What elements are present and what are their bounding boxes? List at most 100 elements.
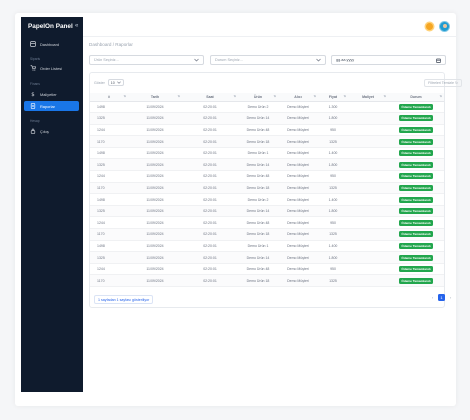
table-cell: Demo Ürün 1: [238, 147, 278, 160]
table-cell: [348, 251, 388, 264]
table-cell: 11/09/2024: [128, 216, 182, 230]
table-cell: 950: [318, 170, 348, 183]
table-row[interactable]: 1498 11/09/2024 02:20:01 Demo Ürün 1 Demo Mü…: [90, 240, 444, 253]
reports-table: # ⇅ Tarih ⇅ Saat ⇅ Ürün ⇅ Alıcı ⇅ Fiyat ⇅ Mali…: [90, 93, 444, 287]
table-cell: 02:20:01: [182, 228, 238, 241]
table-cell: Demo Müşteri: [278, 147, 318, 160]
topbar-actions: [426, 21, 450, 32]
table-cell: 11/09/2024: [128, 240, 182, 253]
chevron-down-icon: [116, 81, 121, 84]
sidebar-item-label: Çıkış: [40, 128, 49, 134]
sidebar-item-label: Maliyetler: [40, 91, 57, 97]
table-cell: 1170: [90, 182, 128, 195]
table-row[interactable]: 1498 11/09/2024 02:20:01 Demo Ürün 2 Demo Mü…: [90, 101, 444, 114]
table-row[interactable]: 1325 11/09/2024 02:20:01 Demo Ürün 14 Demo M…: [90, 205, 444, 218]
table-cell: Demo Ürün 18: [238, 274, 278, 287]
status-select[interactable]: Durum Seçiniz...: [210, 55, 326, 65]
table-cell: Demo Ürün 14: [238, 251, 278, 264]
user-avatar[interactable]: [439, 21, 450, 32]
table-cell: Demo Ürün 48: [238, 124, 278, 137]
cart-icon: [30, 65, 36, 71]
status-badge: Ödeme Tamamlandı: [399, 138, 433, 145]
next-page-button[interactable]: ›: [449, 295, 452, 300]
table-cell: Demo Müşteri: [278, 205, 318, 218]
date-input[interactable]: gg.aa.yyyy: [331, 55, 446, 65]
table-cell: 1325: [90, 251, 128, 264]
table-row[interactable]: 1244 11/09/2024 02:20:01 Demo Ürün 48 Demo M…: [90, 263, 444, 276]
table-cell: 11/09/2024: [128, 124, 182, 137]
table-cell: Ödeme Tamamlandı: [388, 193, 444, 206]
column-header[interactable]: # ⇅: [90, 93, 128, 102]
report-icon: [30, 103, 36, 109]
table-cell: 11/09/2024: [128, 274, 182, 287]
pagination-info: 1 sayfadan 1 sayfası gösteriliyor: [94, 295, 154, 304]
table-row[interactable]: 1325 11/09/2024 02:20:01 Demo Ürün 14 Demo M…: [90, 158, 444, 172]
table-row[interactable]: 1498 11/09/2024 02:20:01 Demo Ürün 1 Demo Mü…: [90, 147, 444, 160]
calendar-icon: [436, 58, 441, 63]
sort-icon: ⇅: [177, 94, 180, 98]
sidebar-item-label: Dashboard: [40, 41, 60, 47]
status-badge: Ödeme Tamamlandı: [399, 184, 433, 191]
table-cell: 1.400: [318, 240, 348, 253]
table-row[interactable]: 1325 11/09/2024 02:20:01 Demo Ürün 14 Demo M…: [90, 112, 444, 125]
page-size-value: 10: [110, 80, 115, 85]
table-cell: Demo Müşteri: [278, 263, 318, 276]
table-cell: Demo Müşteri: [278, 112, 318, 125]
table-cell: 11/09/2024: [128, 170, 182, 183]
table-cell: Ödeme Tamamlandı: [388, 112, 444, 125]
table-cell: 1325: [90, 158, 128, 172]
table-cell: Demo Müşteri: [278, 101, 318, 114]
sort-icon: ⇅: [233, 94, 236, 98]
column-header[interactable]: Tarih ⇅: [128, 93, 182, 102]
product-select[interactable]: Ürün Seçiniz...: [89, 55, 204, 65]
table-row[interactable]: 1244 11/09/2024 02:20:01 Demo Ürün 48 Demo M…: [90, 124, 444, 137]
page-size-select[interactable]: 10: [107, 79, 124, 86]
table-cell: Demo Ürün 18: [238, 228, 278, 241]
table-cell: Demo Ürün 2: [238, 193, 278, 206]
sidebar-item-label: Order Listesi: [40, 65, 63, 71]
sidebar-item-costs[interactable]: $ Maliyetler: [24, 89, 79, 99]
column-header[interactable]: Maliyet ⇅: [348, 93, 388, 102]
sidebar-item-logout[interactable]: Çıkış: [24, 126, 79, 136]
status-badge: Ödeme Tamamlandı: [399, 196, 433, 203]
prev-page-button[interactable]: ‹: [431, 295, 434, 300]
header-divider: [83, 36, 456, 37]
table-row[interactable]: 1170 11/09/2024 02:20:01 Demo Ürün 18 Demo M…: [90, 135, 444, 148]
column-header[interactable]: Durum ⇅: [388, 93, 444, 102]
status-badge: Ödeme Tamamlandı: [399, 115, 433, 122]
table-cell: 11/09/2024: [128, 158, 182, 172]
table-cell: Ödeme Tamamlandı: [388, 263, 444, 276]
theme-toggle-sun-icon[interactable]: [426, 23, 433, 30]
column-header[interactable]: Saat ⇅: [182, 93, 238, 102]
page-1-button[interactable]: 1: [438, 294, 445, 301]
table-cell: 1244: [90, 170, 128, 183]
table-row[interactable]: 1170 11/09/2024 02:20:01 Demo Ürün 18 Demo M…: [90, 274, 444, 287]
sidebar-item-dashboard[interactable]: Dashboard: [24, 39, 79, 49]
table-cell: 1170: [90, 135, 128, 148]
table-cell: 1325: [318, 182, 348, 195]
sidebar-item-reports[interactable]: Raporlar: [24, 101, 79, 111]
reset-filters-button[interactable]: Filtreleri Temizle ↻: [424, 79, 462, 87]
table-row[interactable]: 1170 11/09/2024 02:20:01 Demo Ürün 18 Demo M…: [90, 182, 444, 195]
table-row[interactable]: 1244 11/09/2024 02:20:01 Demo Ürün 48 Demo M…: [90, 216, 444, 230]
collapse-sidebar-icon[interactable]: «: [75, 23, 79, 29]
table-row[interactable]: 1498 11/09/2024 02:20:01 Demo Ürün 2 Demo Mü…: [90, 193, 444, 206]
sort-icon: ⇅: [343, 94, 346, 98]
table-cell: 1498: [90, 101, 128, 114]
table-row[interactable]: 1170 11/09/2024 02:20:01 Demo Ürün 18 Demo M…: [90, 228, 444, 241]
table-cell: [348, 147, 388, 160]
table-cell: [348, 263, 388, 276]
column-header[interactable]: Ürün ⇅: [238, 93, 278, 102]
table-cell: 02:20:01: [182, 251, 238, 264]
page-size-control: Göster 10: [94, 79, 124, 86]
sidebar-section-finans: Finans: [30, 82, 40, 86]
table-cell: Ödeme Tamamlandı: [388, 158, 444, 172]
table-cell: 1.800: [318, 112, 348, 125]
table-row[interactable]: 1244 11/09/2024 02:20:01 Demo Ürün 48 Demo M…: [90, 170, 444, 183]
sidebar-item-orders[interactable]: Order Listesi: [24, 63, 79, 73]
column-header[interactable]: Fiyat ⇅: [318, 93, 348, 102]
table-cell: Demo Müşteri: [278, 240, 318, 253]
table-row[interactable]: 1325 11/09/2024 02:20:01 Demo Ürün 14 Demo M…: [90, 251, 444, 264]
table-cell: 1.800: [318, 158, 348, 172]
column-header[interactable]: Alıcı ⇅: [278, 93, 318, 102]
